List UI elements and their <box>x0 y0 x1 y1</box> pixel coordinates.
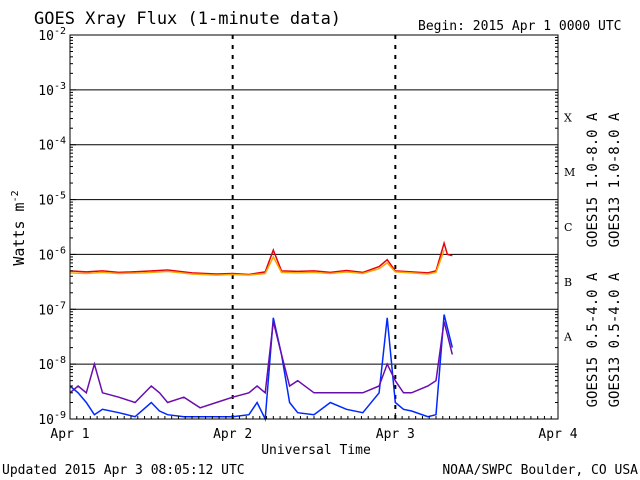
series-line-1 <box>69 240 453 276</box>
series-line-2 <box>69 249 445 276</box>
series-layer <box>69 240 454 422</box>
x-tick-label: Apr 3 <box>376 427 415 442</box>
y-tick-label: 10-8 <box>38 355 66 373</box>
y-tick-label: 10-2 <box>38 26 66 44</box>
plot-background <box>70 35 558 419</box>
axes: 10-9 10-8 10-7 10-6 10-5 10-4 10-3 10-2 Apr 1 Apr… <box>38 26 577 442</box>
x-tick-label: Apr 2 <box>213 427 252 442</box>
series-line-4 <box>69 321 454 409</box>
x-tick-label: Apr 1 <box>50 427 89 442</box>
y-tick-label: 10-3 <box>38 81 66 99</box>
begin-label: Begin: 2015 Apr 1 0000 UTC <box>418 19 622 34</box>
legend-entry-4: GOES13 0.5-4.0 A <box>607 272 623 407</box>
data-source: NOAA/SWPC Boulder, CO USA <box>442 463 638 478</box>
y-axis-label: Watts m-2 <box>10 190 28 265</box>
legend-entry-3: GOES15 0.5-4.0 A <box>585 272 601 407</box>
grid <box>70 35 558 419</box>
y-tick-label: 10-4 <box>38 136 66 154</box>
chart-title: GOES Xray Flux (1-minute data) <box>34 9 341 29</box>
legend-entry-1: GOES15 1.0-8.0 A <box>585 112 601 247</box>
y-tick-label: 10-6 <box>38 245 66 263</box>
flare-class-label: X <box>564 111 572 124</box>
flare-class-label: A <box>563 331 573 344</box>
updated-timestamp: Updated 2015 Apr 3 08:05:12 UTC <box>2 463 245 478</box>
y-tick-label: 10-5 <box>38 191 66 209</box>
flare-class-label: C <box>564 221 572 234</box>
flare-class-label: M <box>564 166 575 179</box>
x-axis-label: Universal Time <box>261 443 371 458</box>
series-line-3 <box>69 314 454 422</box>
legend: GOES15 1.0-8.0 A GOES13 1.0-8.0 A GOES15 0… <box>585 112 623 407</box>
legend-entry-2: GOES13 1.0-8.0 A <box>607 112 623 247</box>
y-tick-label: 10-7 <box>38 300 66 318</box>
flare-class-label: B <box>564 276 572 289</box>
plot-area <box>70 35 558 419</box>
x-tick-label: Apr 4 <box>538 427 577 442</box>
y-tick-label: 10-9 <box>38 410 66 428</box>
